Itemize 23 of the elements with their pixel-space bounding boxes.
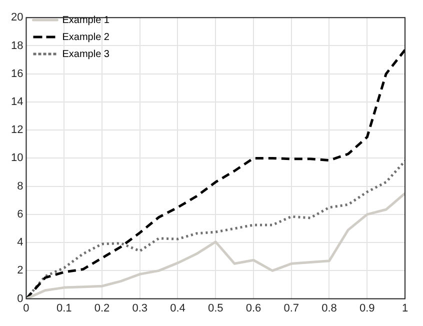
- y-tick-label: 18: [10, 40, 24, 52]
- x-tick-label: 0.2: [94, 302, 110, 314]
- x-tick-label: 0.4: [170, 302, 186, 314]
- y-tick-label: 14: [10, 96, 24, 108]
- y-tick-label: 20: [10, 12, 24, 24]
- y-tick-label: 6: [17, 208, 24, 220]
- x-tick-label: 0.8: [322, 302, 337, 314]
- x-tick-label: 0.9: [359, 302, 375, 314]
- y-tick-label: 10: [10, 152, 24, 164]
- y-tick-label: 12: [10, 124, 24, 136]
- x-tick-label: 0.5: [208, 302, 224, 314]
- legend-label: Example 3: [62, 48, 110, 60]
- x-tick-label: 0.1: [56, 302, 72, 314]
- legend-label: Example 2: [62, 32, 110, 43]
- y-tick-label: 16: [10, 68, 24, 80]
- x-tick-label: 1: [402, 302, 408, 314]
- x-tick-label: 0.7: [284, 302, 300, 314]
- y-tick-label: 4: [17, 236, 24, 249]
- y-tick-label: 2: [17, 264, 24, 277]
- x-tick-label: 0.6: [246, 302, 262, 314]
- x-tick-label: 0.3: [132, 302, 148, 314]
- y-tick-label: 0: [17, 292, 24, 305]
- y-tick-label: 8: [17, 180, 24, 192]
